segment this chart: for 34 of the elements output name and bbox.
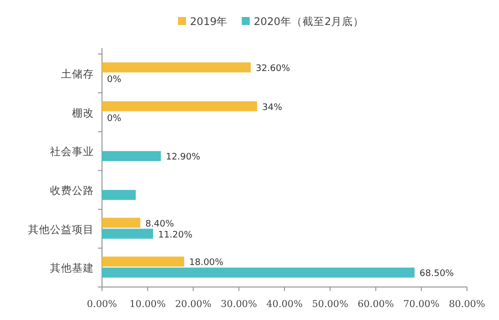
bar [102, 101, 258, 112]
data-label: 0% [107, 74, 122, 85]
x-tick-label: 60.00% [358, 299, 394, 310]
y-tick-label: 棚改 [72, 107, 94, 120]
y-tick-label: 其他公益项目 [28, 222, 94, 236]
x-tick-label: 20.00% [175, 299, 212, 310]
x-tick-label: 80.00% [448, 299, 486, 310]
legend-label: 2020年（截至2月底） [254, 15, 364, 28]
y-tick-label: 土储存 [61, 67, 94, 80]
bar [102, 218, 140, 228]
x-tick-label: 0.00% [86, 299, 118, 310]
data-label: 0% [107, 114, 122, 124]
legend-label: 2019年 [190, 16, 228, 28]
y-tick-label: 社会事业 [50, 145, 94, 158]
bar [102, 228, 154, 239]
bar [102, 256, 184, 267]
y-tick-label: 其他基建 [50, 262, 94, 275]
y-tick-label: 收费公路 [50, 184, 94, 197]
data-label: 34% [262, 102, 283, 113]
data-label: 12.90% [166, 152, 201, 163]
x-tick-label: 70.00% [403, 299, 440, 310]
bar [102, 190, 136, 200]
data-label: 8.40% [145, 219, 174, 230]
bar [102, 151, 161, 162]
x-tick-label: 30.00% [220, 299, 257, 310]
x-tick-label: 50.00% [312, 299, 348, 310]
x-tick-label: 10.00% [130, 299, 166, 310]
bar [102, 268, 415, 278]
data-label: 11.20% [158, 230, 193, 240]
data-label: 18.00% [189, 258, 224, 268]
data-label: 32.60% [256, 64, 291, 74]
data-label: 68.50% [420, 269, 454, 280]
x-tick-label: 40.00% [266, 299, 303, 310]
bar [102, 62, 251, 72]
